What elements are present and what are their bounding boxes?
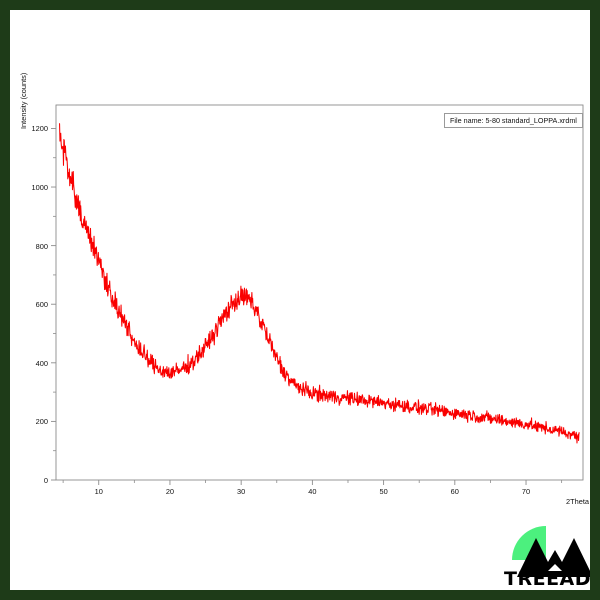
x-tick-label: 20 xyxy=(165,487,175,496)
legend-filename-box[interactable]: File name: 5-80 standard_LOPPA.xrdml xyxy=(444,113,583,128)
x-axis-title: 2Theta (°) xyxy=(566,497,599,506)
y-tick-label: 800 xyxy=(35,241,48,251)
y-tick-label: 1000 xyxy=(31,183,48,193)
y-tick-label: 1200 xyxy=(31,124,48,134)
peak-notch-icon xyxy=(548,564,562,571)
x-tick-label: 40 xyxy=(308,487,317,496)
chart-canvas: Intensity (counts) 2Theta (°) File name:… xyxy=(10,10,600,590)
x-tick-label: 10 xyxy=(94,487,103,496)
x-tick-label: 70 xyxy=(521,487,531,496)
xrd-diffraction-trace xyxy=(59,123,580,444)
x-tick-label: 50 xyxy=(379,487,388,496)
x-tick-label: 30 xyxy=(237,487,246,496)
plot-frame xyxy=(55,104,584,481)
xrd-plot-svg xyxy=(51,104,584,485)
y-tick-label: 600 xyxy=(35,300,48,310)
y-tick-label: 0 xyxy=(43,476,48,485)
legend-filename-text: File name: 5-80 standard_LOPPA.xrdml xyxy=(450,116,577,125)
y-tick-label: 400 xyxy=(35,358,48,368)
mountain-peaks-icon xyxy=(517,538,593,577)
y-tick-label: 200 xyxy=(35,417,48,427)
x-tick-label: 60 xyxy=(450,487,459,496)
treeads-logo xyxy=(512,526,593,577)
logo-wordmark: TREEADS xyxy=(504,568,600,590)
